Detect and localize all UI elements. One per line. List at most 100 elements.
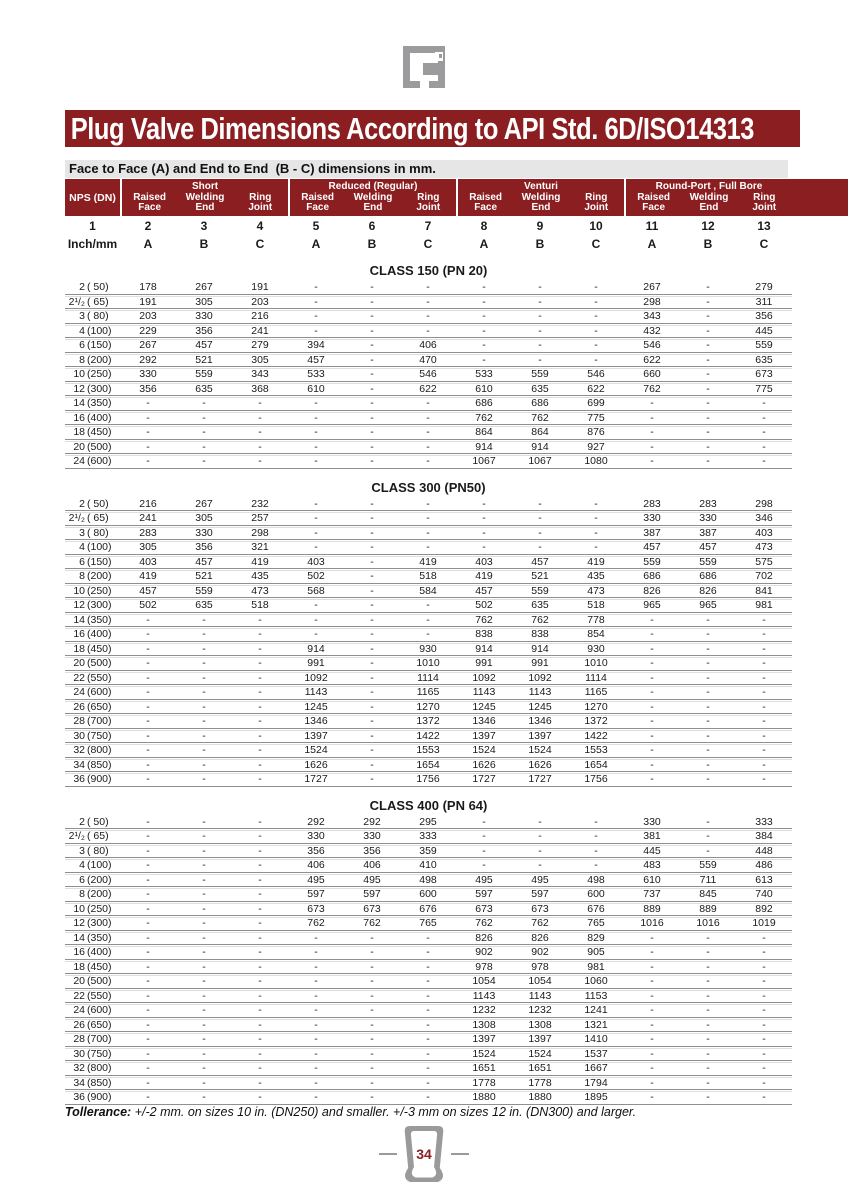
table-row: 14 (350) - - - - - - 826 826 829 - - - — [65, 931, 792, 945]
table-row: 34 (850) - - - - - - 1778 1778 1794 - - - — [65, 1076, 792, 1090]
table-cell: - — [314, 1091, 318, 1103]
table-cell: 279 — [251, 339, 269, 351]
table-cell: 1143 — [304, 686, 328, 698]
table-cell: - — [482, 541, 486, 553]
table-cell: - — [258, 975, 262, 987]
table-cell: - — [202, 859, 206, 871]
table-cell: - — [650, 426, 654, 438]
table-cell: 356 — [139, 382, 157, 395]
table-cell: - — [202, 1047, 206, 1060]
table-cell: - — [706, 729, 710, 742]
nps-cell: 16 (400) — [65, 946, 120, 959]
table-cell: 1524 — [528, 744, 552, 756]
dn-value: ( 80) — [87, 310, 109, 322]
table-cell: - — [370, 773, 374, 785]
dn-value: (500) — [87, 657, 112, 669]
table-cell: 673 — [755, 368, 773, 380]
dn-value: (350) — [87, 613, 112, 626]
table-cell: - — [482, 844, 486, 857]
table-cell: - — [706, 628, 710, 640]
table-cell: - — [202, 758, 206, 771]
column-number: 11 — [645, 219, 659, 233]
table-cell: - — [146, 671, 150, 684]
table-cell: - — [706, 975, 710, 987]
table-cell: - — [650, 729, 654, 742]
table-cell: - — [370, 628, 374, 640]
group-title: Short — [191, 181, 219, 192]
table-row: 8 (200) 292 521 305 457 - 470 - - - 622 - 635 — [65, 353, 792, 367]
table-cell: 432 — [643, 324, 661, 337]
table-cell: 457 — [139, 584, 157, 597]
table-cell: 419 — [419, 555, 437, 568]
column-number: 7 — [424, 219, 432, 233]
table-cell: - — [146, 1062, 150, 1074]
table-cell: 292 — [139, 353, 157, 366]
table-cell: - — [762, 411, 766, 424]
table-cell: 298 — [251, 526, 269, 539]
nps-cell: 20 (500) — [65, 441, 120, 454]
column-label: Ring Joint — [752, 192, 777, 213]
table-row: 10 (250) 330 559 343 533 - 546 533 559 546 660 - 673 — [65, 368, 792, 382]
table-cell: - — [706, 844, 710, 857]
table-cell: - — [706, 440, 710, 453]
nps-value: 12 — [73, 917, 85, 929]
table-cell: - — [146, 686, 150, 698]
table-cell: 330 — [699, 512, 717, 524]
table-cell: - — [314, 497, 318, 510]
table-cell: 419 — [139, 570, 157, 582]
table-cell: 1397 — [528, 729, 552, 742]
table-cell: - — [202, 873, 206, 886]
table-cell: 622 — [643, 353, 661, 366]
table-cell: 991 — [531, 657, 549, 669]
table-cell: - — [258, 960, 262, 973]
table-cell: - — [146, 426, 150, 438]
table-cell: 333 — [419, 830, 437, 842]
table-row: 36 (900) - - - 1727 - 1756 1727 1727 1756 - - - — [65, 773, 792, 787]
table-cell: - — [650, 613, 654, 626]
nps-cell: 26 (650) — [65, 701, 120, 714]
dn-value: ( 50) — [87, 497, 109, 510]
table-cell: - — [426, 1062, 430, 1074]
section-title: CLASS 300 (PN50) — [371, 479, 486, 495]
table-cell: - — [146, 744, 150, 756]
table-cell: 1092 — [528, 671, 552, 684]
table-cell: 283 — [643, 497, 661, 510]
table-cell: - — [258, 744, 262, 756]
nps-value: 8 — [79, 353, 85, 366]
dn-value: ( 80) — [87, 844, 109, 857]
table-cell: - — [202, 455, 206, 467]
table-cell: 673 — [307, 902, 325, 915]
nps-cell: 8 (200) — [65, 570, 120, 583]
table-row: 34 (850) - - - 1626 - 1654 1626 1626 1654 - - - — [65, 758, 792, 772]
table-cell: - — [426, 397, 430, 409]
table-cell: 533 — [475, 368, 493, 380]
table-row: 20 (500) - - - 991 - 1010 991 991 1010 - - - — [65, 657, 792, 671]
table-cell: - — [538, 281, 542, 293]
table-cell: - — [258, 931, 262, 944]
table-cell: - — [146, 975, 150, 987]
table-cell: - — [370, 642, 374, 655]
nps-value: 22 — [73, 989, 85, 1002]
table-cell: - — [202, 1062, 206, 1074]
table-cell: - — [370, 324, 374, 337]
table-row: 18 (450) - - - - - - 864 864 876 - - - — [65, 426, 792, 440]
column-label: Raised Face — [469, 192, 503, 213]
table-cell: - — [538, 859, 542, 871]
table-cell: - — [202, 686, 206, 698]
table-cell: - — [202, 1004, 206, 1016]
table-cell: 435 — [587, 570, 605, 582]
table-cell: 686 — [475, 397, 493, 409]
table-cell: 1727 — [528, 773, 552, 785]
table-cell: - — [370, 1062, 374, 1074]
table-cell: - — [258, 830, 262, 842]
nps-value: 22 — [73, 671, 85, 684]
table-cell: - — [594, 526, 598, 539]
table-cell: 1397 — [472, 729, 496, 742]
table-cell: 305 — [195, 512, 213, 524]
table-cell: 702 — [755, 570, 773, 582]
table-cell: - — [650, 1047, 654, 1060]
table-cell: 575 — [755, 555, 773, 568]
table-cell: 1321 — [584, 1018, 608, 1031]
dn-value: (200) — [87, 888, 112, 900]
dn-value: (450) — [87, 426, 112, 438]
